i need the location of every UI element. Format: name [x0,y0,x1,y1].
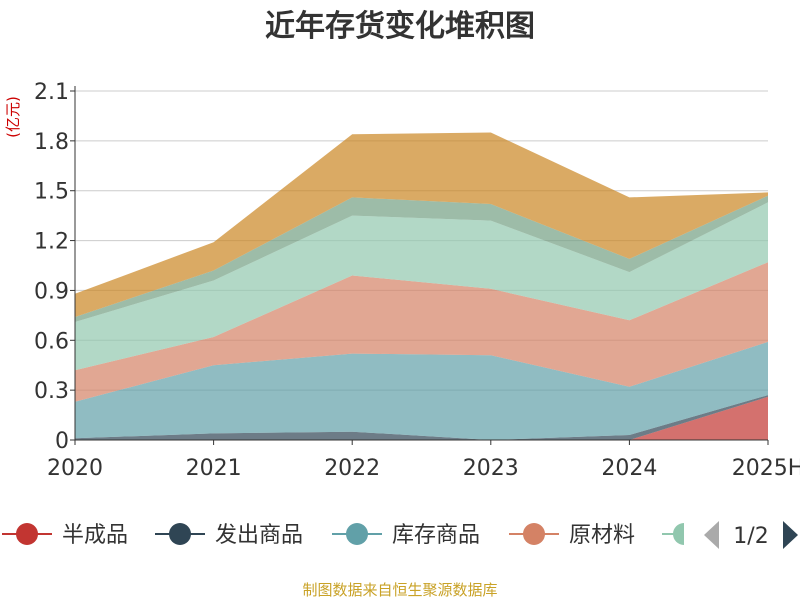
legend-marker [169,523,191,545]
legend-label: 半成品 [62,523,128,548]
y-tick-label: 1.8 [34,130,69,155]
legend-item-partial [662,523,684,545]
area-原材料 [75,262,768,402]
legend-marker [673,523,684,545]
legend-marker [523,523,545,545]
legend-page-indicator: 1/2 [733,524,768,549]
stacked-areas [75,132,768,440]
area-半成品 [75,396,768,440]
legend-next-icon[interactable] [783,521,798,549]
y-tick-label: 0.9 [34,279,69,304]
legend-label: 原材料 [569,523,635,548]
x-tick-label: 2025H [732,456,800,481]
y-tick-label: 0.6 [34,329,69,354]
x-tick-label: 2021 [186,456,242,481]
legend-item[interactable]: 库存商品 [332,523,480,548]
legend-item[interactable]: 发出商品 [155,523,303,548]
y-tick-label: 0.3 [34,379,69,404]
legend-marker [346,523,368,545]
legend-label: 发出商品 [215,523,303,548]
x-tick-label: 2020 [47,456,103,481]
x-tick-label: 2022 [324,456,380,481]
chart-title: 近年存货变化堆积图 [265,9,535,44]
area-库存商品 [75,341,768,440]
axes: 0 0.3 0.6 0.9 1.2 1.5 1.8 2.1 2020 2021 2022 2023 20… [34,80,800,481]
legend-item[interactable]: 半成品 [2,523,128,548]
y-tick-label: 2.1 [34,80,69,105]
legend-marker [16,523,38,545]
x-tick-label: 2023 [463,456,519,481]
y-tick-label: 1.2 [34,230,69,255]
legend: 半成品 发出商品 库存商品 原材料 [2,523,684,548]
data-source-note: 制图数据来自恒生聚源数据库 [302,581,497,599]
y-tick-label: 1.5 [34,180,69,205]
area-unlabeled-series [75,202,768,371]
y-axis-unit: (亿元) [4,96,22,138]
x-tick-label: 2024 [601,456,657,481]
legend-pager: 1/2 [704,521,798,549]
area-unlabeled-series [75,132,768,317]
legend-label: 库存商品 [392,523,480,548]
y-tick-label: 0 [55,429,69,454]
legend-item[interactable]: 原材料 [509,523,635,548]
legend-prev-icon[interactable] [704,521,719,549]
